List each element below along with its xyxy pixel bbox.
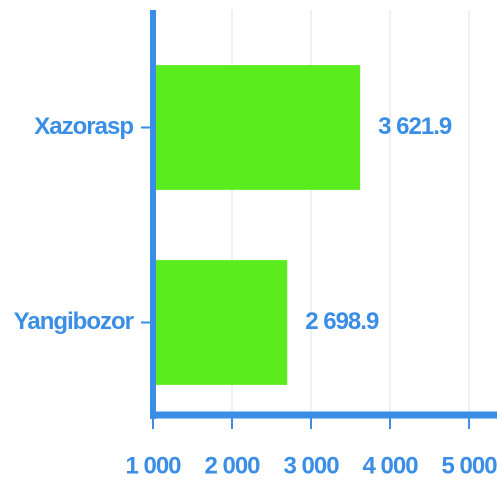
y-tick-label: Xazorasp xyxy=(34,113,133,140)
x-tick-label: 1 000 xyxy=(125,452,181,479)
bar xyxy=(153,65,361,190)
x-tick-label: 2 000 xyxy=(204,452,260,479)
x-tick-label: 5 000 xyxy=(442,452,497,479)
bar xyxy=(153,260,288,385)
value-label: 2 698.9 xyxy=(305,308,379,335)
x-tick-label: 3 000 xyxy=(283,452,339,479)
value-label: 3 621.9 xyxy=(378,113,452,140)
y-tick-label: Yangibozor xyxy=(14,308,134,335)
x-tick-label: 4 000 xyxy=(362,452,418,479)
